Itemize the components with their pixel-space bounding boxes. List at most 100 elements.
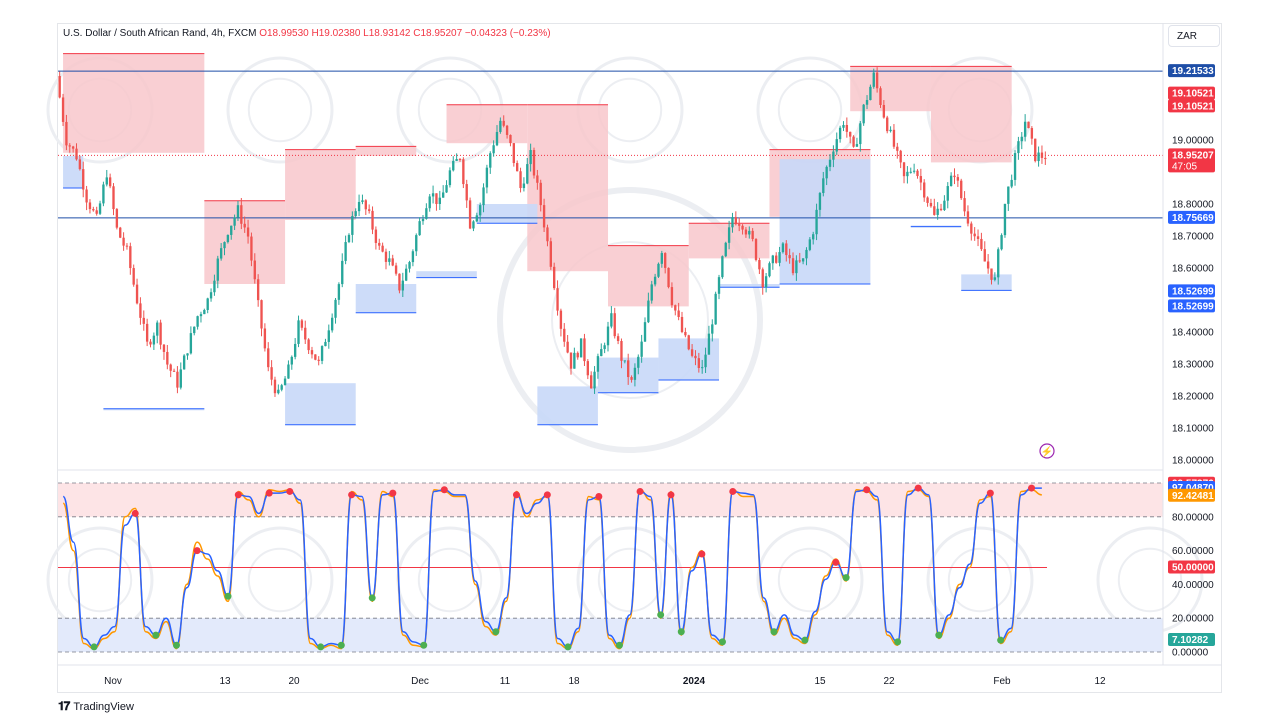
oscillator-label: 50.00000 — [1172, 563, 1214, 574]
candle-body — [509, 134, 512, 144]
candle-body — [132, 268, 135, 285]
candle-body — [849, 131, 852, 137]
candle-body — [314, 354, 317, 360]
candle-body — [240, 205, 243, 224]
candle-body — [835, 139, 838, 152]
candle-body — [425, 208, 428, 219]
candle-body — [233, 217, 236, 226]
candle-body — [404, 268, 408, 281]
candle-body — [956, 177, 960, 181]
candle-body — [1000, 235, 1003, 250]
price-label-bg — [1168, 148, 1215, 173]
tradingview-brand[interactable]: 𝟏𝟕 TradingView — [58, 699, 134, 714]
candle-body — [566, 341, 569, 353]
sell-signal-dot — [234, 491, 242, 499]
demand-zone — [719, 284, 780, 288]
candle-body — [1020, 136, 1023, 142]
candle-body — [145, 323, 149, 342]
watermark-seal-icon — [67, 547, 133, 613]
price-tick-label: 19.00000 — [1172, 136, 1214, 147]
candle-body — [845, 124, 849, 132]
candle-body — [892, 129, 896, 147]
candle-body — [216, 258, 219, 281]
candle-body — [293, 343, 297, 357]
candle-body — [539, 182, 542, 206]
candle-body — [798, 260, 801, 262]
price-tick-label: 18.40000 — [1172, 328, 1214, 339]
candle-body — [327, 330, 330, 342]
watermark-seal-icon — [777, 547, 843, 613]
lightning-glyph: ⚡ — [1041, 445, 1053, 458]
candle-body — [532, 150, 536, 176]
sell-signal-dot — [832, 558, 840, 566]
candle-body — [579, 338, 583, 358]
price-label: 19.21533 — [1172, 66, 1214, 77]
candle-body — [637, 356, 640, 368]
demand-zone — [63, 156, 84, 188]
currency-selector[interactable]: ZAR — [1168, 25, 1220, 47]
candle-body — [748, 230, 751, 235]
candle-body — [105, 177, 108, 185]
buy-signal-dot — [657, 611, 665, 619]
demand-zone — [537, 386, 598, 425]
candle-body — [707, 333, 711, 355]
price-pane — [58, 53, 1163, 426]
candle-body — [1037, 152, 1040, 162]
candle-body — [300, 320, 304, 328]
countdown-label: 47:05 — [1172, 161, 1197, 172]
buy-signal-dot — [492, 628, 500, 636]
time-tick-label: 22 — [883, 676, 895, 687]
buy-signal-dot — [935, 631, 943, 639]
sell-signal-dot — [131, 509, 139, 517]
candle-body — [627, 360, 630, 378]
candle-body — [361, 200, 364, 202]
candle-body — [842, 124, 845, 128]
candle-body — [95, 210, 98, 214]
candle-body — [563, 328, 566, 342]
candle-body — [812, 234, 815, 240]
symbol-title: U.S. Dollar / South African Rand, 4h, FX… — [63, 28, 257, 39]
price-label-bg — [1168, 86, 1215, 100]
candle-body — [660, 253, 664, 264]
candle-body — [172, 370, 176, 372]
time-tick-label: 20 — [288, 676, 300, 687]
candle-body — [832, 151, 835, 160]
candle-body — [223, 242, 226, 249]
price-tick-label: 18.30000 — [1172, 360, 1214, 371]
candle-body — [852, 136, 855, 147]
candle-body — [553, 266, 556, 289]
candle-body — [320, 346, 324, 361]
price-label: 18.95207 — [1172, 150, 1214, 161]
candle-body — [838, 127, 842, 140]
watermark-seal-icon — [417, 547, 483, 613]
candle-body — [411, 251, 415, 263]
oscillator-label: 7.10282 — [1172, 635, 1209, 646]
candle-body — [381, 245, 384, 252]
demand-zone — [961, 274, 1012, 291]
candle-body — [990, 268, 993, 280]
candle-body — [529, 150, 532, 165]
buy-signal-dot — [770, 628, 778, 636]
candle-body — [1023, 121, 1027, 137]
candle-body — [489, 153, 492, 168]
candle-body — [492, 145, 495, 154]
candle-body — [586, 361, 589, 376]
buy-signal-dot — [564, 643, 572, 651]
demand-zone — [910, 226, 962, 228]
watermark-seal-icon — [46, 526, 154, 634]
candle-body — [616, 336, 620, 341]
supply-zone — [850, 66, 931, 112]
candle-body — [122, 237, 125, 246]
candle-body — [283, 378, 287, 386]
candle-body — [337, 284, 341, 300]
sell-signal-dot — [1028, 484, 1036, 492]
candle-body — [818, 193, 822, 210]
sell-signal-dot — [543, 491, 551, 499]
candle-body — [943, 200, 946, 211]
candle-body — [771, 255, 775, 264]
buy-signal-dot — [420, 641, 428, 649]
candle-body — [465, 184, 468, 201]
candle-body — [519, 171, 522, 189]
stochastic-pane — [58, 482, 1163, 653]
